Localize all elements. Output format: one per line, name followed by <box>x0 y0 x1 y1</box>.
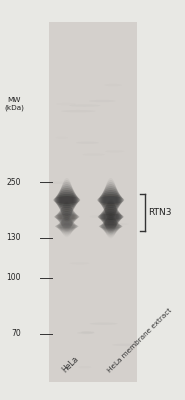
Ellipse shape <box>58 184 75 216</box>
Ellipse shape <box>103 218 118 235</box>
Ellipse shape <box>57 188 77 212</box>
Ellipse shape <box>102 220 120 233</box>
Text: RTN3: RTN3 <box>149 208 172 217</box>
Ellipse shape <box>100 223 122 230</box>
Ellipse shape <box>101 221 120 232</box>
Ellipse shape <box>100 188 121 212</box>
Ellipse shape <box>55 213 79 221</box>
Ellipse shape <box>55 224 79 228</box>
Ellipse shape <box>104 180 118 220</box>
Ellipse shape <box>57 186 76 214</box>
Text: 70: 70 <box>11 330 21 338</box>
Text: 250: 250 <box>7 178 21 186</box>
Ellipse shape <box>77 332 95 334</box>
Ellipse shape <box>103 202 118 231</box>
Ellipse shape <box>103 182 119 218</box>
Ellipse shape <box>99 192 122 208</box>
Ellipse shape <box>99 210 122 223</box>
Text: HeLa: HeLa <box>60 354 80 374</box>
Ellipse shape <box>54 194 79 206</box>
Ellipse shape <box>100 190 122 210</box>
Text: 100: 100 <box>7 274 21 282</box>
Ellipse shape <box>56 190 78 210</box>
Ellipse shape <box>101 186 120 214</box>
Ellipse shape <box>57 208 76 225</box>
Ellipse shape <box>76 142 99 144</box>
Ellipse shape <box>53 196 80 204</box>
Ellipse shape <box>56 210 77 224</box>
Ellipse shape <box>102 206 120 228</box>
Ellipse shape <box>57 221 77 231</box>
Ellipse shape <box>81 331 95 334</box>
Ellipse shape <box>56 223 78 229</box>
Ellipse shape <box>98 214 124 220</box>
Text: 130: 130 <box>7 234 21 242</box>
Ellipse shape <box>58 220 76 232</box>
Text: MW
(kDa): MW (kDa) <box>4 97 24 111</box>
Ellipse shape <box>99 212 123 222</box>
Text: HeLa membrane extract: HeLa membrane extract <box>107 308 173 374</box>
Ellipse shape <box>59 182 75 218</box>
Ellipse shape <box>100 222 121 231</box>
Ellipse shape <box>54 214 79 220</box>
Ellipse shape <box>59 206 75 228</box>
Ellipse shape <box>56 211 78 222</box>
Ellipse shape <box>69 104 100 107</box>
Ellipse shape <box>61 110 95 112</box>
Ellipse shape <box>89 100 116 102</box>
Ellipse shape <box>97 196 124 204</box>
Ellipse shape <box>102 219 119 234</box>
Ellipse shape <box>100 209 121 225</box>
Ellipse shape <box>90 322 118 325</box>
Ellipse shape <box>98 194 123 206</box>
Ellipse shape <box>55 192 79 208</box>
Ellipse shape <box>99 224 123 228</box>
Bar <box>49 22 137 382</box>
Ellipse shape <box>56 222 77 230</box>
Ellipse shape <box>102 184 119 216</box>
Ellipse shape <box>112 344 141 346</box>
Ellipse shape <box>101 207 121 226</box>
Ellipse shape <box>60 180 74 220</box>
Ellipse shape <box>58 207 76 226</box>
Ellipse shape <box>102 204 119 230</box>
Ellipse shape <box>41 182 71 184</box>
